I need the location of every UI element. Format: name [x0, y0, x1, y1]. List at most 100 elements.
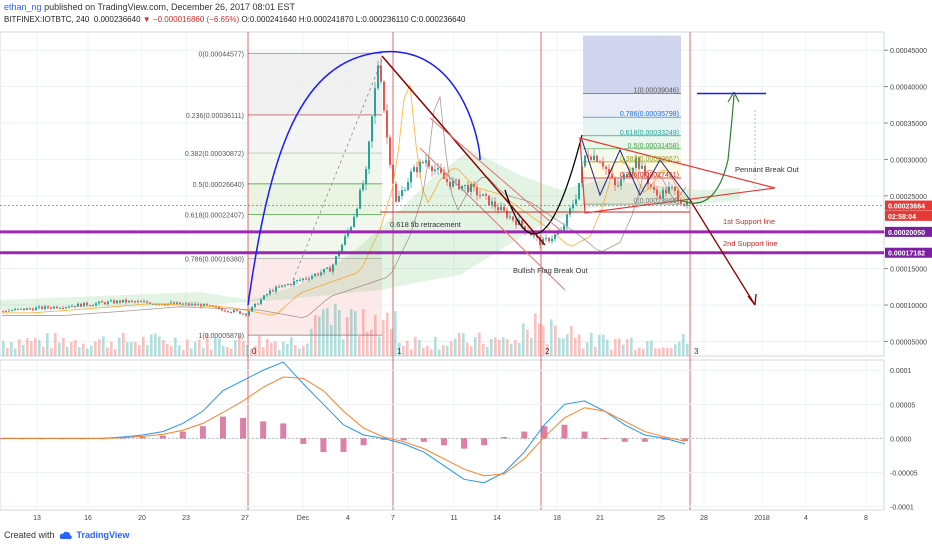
fib-zone: [248, 53, 382, 115]
candle-body: [107, 301, 109, 305]
ichimoku-cloud: [0, 150, 740, 310]
volume-bar: [86, 348, 89, 356]
candle-body: [146, 301, 148, 303]
fib-left-label: 1(0.00005870): [198, 333, 244, 340]
time-tick-label: 13: [33, 515, 41, 522]
volume-bar: [406, 340, 409, 356]
candle-body: [95, 303, 97, 306]
candle-body: [680, 200, 682, 204]
volume-bar: [50, 347, 53, 356]
volume-bar: [578, 334, 581, 356]
annotation-label: Pennant Break Out: [735, 165, 800, 174]
macd-histogram-bar: [400, 438, 407, 441]
candle-body: [371, 116, 373, 142]
moving-average-line: [2, 95, 687, 319]
volume-bar: [542, 325, 545, 356]
annotation-label: 2nd Support line: [723, 239, 778, 248]
candle-body: [659, 195, 661, 199]
volume-bar: [414, 336, 417, 356]
time-tick-label: 14: [493, 515, 501, 522]
candle-body: [134, 301, 136, 303]
volume-bar: [106, 347, 109, 356]
candle-body: [512, 216, 514, 221]
footer-created: Created with: [4, 530, 55, 540]
candle-body: [551, 238, 553, 242]
volume-bar: [278, 349, 281, 356]
candle-body: [47, 306, 49, 308]
volume-bar: [466, 342, 469, 356]
macd-histogram-bar: [340, 438, 347, 453]
volume-bar: [570, 325, 573, 356]
candle-body: [272, 290, 274, 292]
candle-body: [485, 194, 487, 196]
volume-bar: [306, 343, 309, 356]
volume-bar: [442, 344, 445, 356]
candle-body: [74, 305, 76, 307]
candle-body: [143, 301, 145, 303]
volume-bar: [610, 349, 613, 356]
volume-bar: [94, 341, 97, 356]
symbol-line: BITFINEX:IOTBTC, 240 0.000236640 ▼ −0.00…: [4, 15, 466, 24]
fib-left-label: 0(0.00044577): [198, 51, 244, 58]
macd-histogram-bar: [280, 423, 287, 439]
volume-bar: [102, 336, 105, 356]
volume-bar: [626, 339, 629, 356]
time-tick-label: 2018: [754, 515, 770, 522]
candle-body: [611, 174, 613, 178]
candle-body: [488, 195, 490, 206]
volume-bar: [654, 348, 657, 356]
time-tick-label: 4: [346, 515, 350, 522]
volume-bar: [574, 337, 577, 356]
fib-zone: [248, 258, 382, 336]
author-link[interactable]: ethan_ng: [4, 2, 42, 12]
volume-bar: [58, 342, 61, 356]
candle-body: [578, 182, 580, 200]
volume-bar: [490, 338, 493, 356]
volume-bar: [378, 336, 381, 356]
price-tick-label: 0.00030000: [890, 157, 927, 164]
candle-body: [404, 190, 406, 192]
candle-body: [89, 305, 91, 307]
volume-bar: [634, 349, 637, 356]
macd-histogram-bar: [240, 417, 247, 439]
volume-bar: [118, 337, 121, 356]
volume-bar: [474, 336, 477, 356]
volume-bar: [214, 337, 217, 356]
volume-bar: [646, 341, 649, 356]
candle-body: [32, 308, 34, 311]
volume-bar: [14, 348, 17, 356]
volume-bar: [74, 340, 77, 356]
candle-body: [269, 290, 271, 295]
candle-body: [497, 207, 499, 211]
candle-body: [248, 311, 250, 316]
candle-body: [239, 311, 241, 314]
publish-text: published on TradingView.com, December 2…: [44, 2, 296, 12]
volume-bar: [458, 332, 461, 356]
volume-bar: [130, 342, 133, 356]
volume-bar: [334, 303, 337, 356]
flag-channel: [419, 117, 566, 291]
candle-body: [137, 301, 139, 303]
candle-body: [209, 305, 211, 307]
volume-bar: [254, 345, 257, 356]
volume-bar: [322, 309, 325, 356]
candle-body: [119, 300, 121, 303]
volume-bar: [402, 345, 405, 356]
volume-bar: [186, 339, 189, 356]
volume-bar: [42, 346, 45, 356]
candle-body: [2, 310, 4, 312]
candle-body: [320, 272, 322, 276]
volume-bar: [658, 348, 661, 356]
price-tick-label: 0.00025000: [890, 194, 927, 201]
volume-bar: [122, 332, 125, 356]
footer-brand[interactable]: TradingView: [76, 530, 130, 540]
down-trend-line: [381, 55, 546, 246]
volume-bar: [518, 342, 521, 356]
candle-body: [599, 161, 601, 163]
candle-body: [20, 308, 22, 310]
volume-bar: [590, 332, 593, 356]
time-tick-label: 4: [804, 515, 808, 522]
candle-body: [170, 302, 172, 304]
volume-bar: [262, 347, 265, 356]
